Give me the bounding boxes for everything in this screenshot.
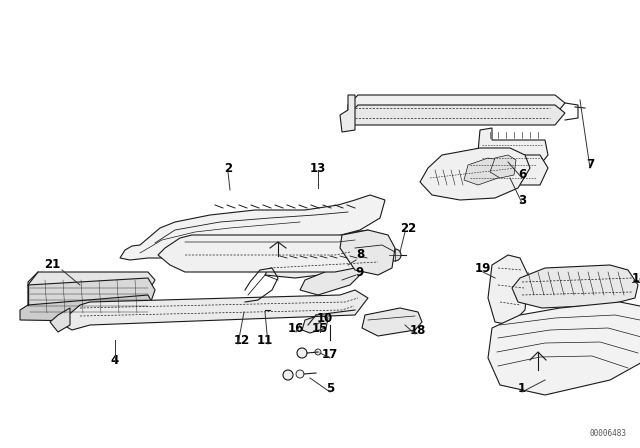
Circle shape bbox=[389, 249, 401, 261]
Text: 18: 18 bbox=[410, 323, 426, 336]
Polygon shape bbox=[362, 308, 422, 336]
Polygon shape bbox=[464, 158, 500, 185]
Polygon shape bbox=[488, 302, 640, 395]
Circle shape bbox=[297, 348, 307, 358]
Text: 00006483: 00006483 bbox=[589, 429, 627, 438]
Circle shape bbox=[315, 349, 321, 355]
Polygon shape bbox=[120, 195, 385, 260]
Text: 5: 5 bbox=[326, 382, 334, 395]
Polygon shape bbox=[265, 238, 385, 278]
Polygon shape bbox=[340, 230, 395, 275]
Text: 16: 16 bbox=[288, 322, 304, 335]
Text: 11: 11 bbox=[257, 333, 273, 346]
Polygon shape bbox=[302, 315, 328, 333]
Polygon shape bbox=[28, 272, 155, 295]
Polygon shape bbox=[348, 105, 565, 125]
Polygon shape bbox=[488, 255, 528, 325]
Text: 10: 10 bbox=[317, 311, 333, 324]
Polygon shape bbox=[464, 155, 548, 185]
Text: 6: 6 bbox=[518, 168, 526, 181]
Text: 1: 1 bbox=[518, 382, 526, 395]
Polygon shape bbox=[58, 290, 368, 330]
Circle shape bbox=[260, 305, 270, 315]
Polygon shape bbox=[20, 295, 155, 322]
Text: 22: 22 bbox=[400, 221, 416, 234]
Text: 13: 13 bbox=[310, 161, 326, 175]
Circle shape bbox=[283, 370, 293, 380]
Polygon shape bbox=[478, 128, 548, 165]
Polygon shape bbox=[50, 308, 70, 332]
Text: 19: 19 bbox=[475, 262, 491, 275]
Text: 17: 17 bbox=[322, 349, 338, 362]
Polygon shape bbox=[348, 95, 565, 115]
Circle shape bbox=[240, 305, 250, 315]
Text: 15: 15 bbox=[312, 322, 328, 335]
Text: 14: 14 bbox=[632, 271, 640, 284]
Circle shape bbox=[296, 370, 304, 378]
Text: 8: 8 bbox=[356, 249, 364, 262]
Polygon shape bbox=[158, 230, 380, 272]
Polygon shape bbox=[300, 262, 365, 295]
Circle shape bbox=[312, 320, 318, 326]
Text: 9: 9 bbox=[356, 266, 364, 279]
Text: 12: 12 bbox=[234, 333, 250, 346]
Polygon shape bbox=[28, 278, 155, 315]
Text: 2: 2 bbox=[224, 161, 232, 175]
Text: 7: 7 bbox=[586, 159, 594, 172]
Polygon shape bbox=[512, 265, 638, 308]
Polygon shape bbox=[490, 155, 516, 178]
Text: 21: 21 bbox=[44, 258, 60, 271]
Polygon shape bbox=[340, 95, 355, 132]
Polygon shape bbox=[420, 148, 530, 200]
Text: 3: 3 bbox=[518, 194, 526, 207]
Text: 4: 4 bbox=[111, 353, 119, 366]
